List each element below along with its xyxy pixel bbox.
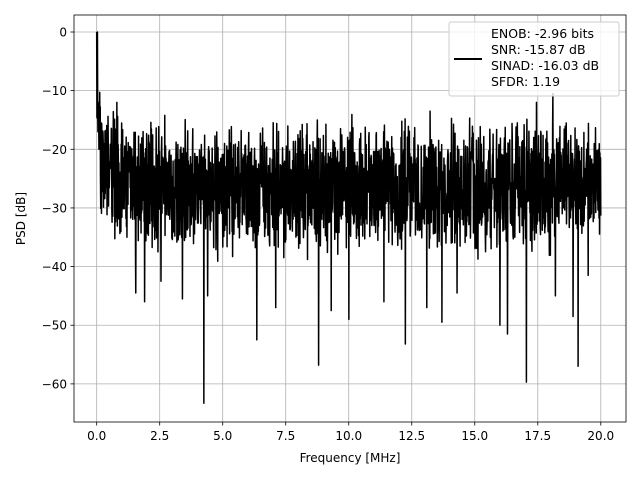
x-tick-label: 15.0 bbox=[461, 429, 488, 443]
x-tick-label: 17.5 bbox=[524, 429, 551, 443]
x-tick-label: 2.5 bbox=[150, 429, 169, 443]
y-tick-label: −50 bbox=[42, 319, 67, 333]
legend-box bbox=[448, 21, 620, 97]
x-tick-label: 10.0 bbox=[335, 429, 362, 443]
psd-series-line bbox=[95, 31, 602, 404]
x-tick-label: 0.0 bbox=[87, 429, 106, 443]
y-tick-label: −30 bbox=[42, 201, 67, 215]
legend-sfdr: SFDR: 1.19 bbox=[491, 74, 560, 89]
y-tick-label: −40 bbox=[42, 260, 67, 274]
legend-enob: ENOB: -2.96 bits bbox=[491, 26, 594, 41]
x-tick-label: 7.5 bbox=[276, 429, 295, 443]
x-axis-label: Frequency [MHz] bbox=[300, 451, 401, 465]
series-layer bbox=[95, 31, 602, 404]
y-axis-ticks: 0 −10 −20 −30 −40 −50 −60 bbox=[42, 26, 74, 391]
legend-sinad: SINAD: -16.03 dB bbox=[491, 58, 599, 73]
y-tick-label: 0 bbox=[59, 26, 67, 40]
legend-snr: SNR: -15.87 dB bbox=[491, 42, 586, 57]
y-axis-label: PSD [dB] bbox=[14, 192, 28, 245]
x-tick-label: 20.0 bbox=[587, 429, 614, 443]
y-tick-label: −10 bbox=[42, 84, 67, 98]
x-axis-ticks: 0.0 2.5 5.0 7.5 10.0 12.5 15.0 17.5 20.0 bbox=[87, 422, 614, 443]
y-tick-label: −20 bbox=[42, 143, 67, 157]
x-tick-label: 12.5 bbox=[398, 429, 425, 443]
y-tick-label: −60 bbox=[42, 377, 67, 391]
x-tick-label: 5.0 bbox=[213, 429, 232, 443]
axes-frame bbox=[73, 14, 627, 423]
legend: ENOB: -2.96 bits SNR: -15.87 dB SINAD: -… bbox=[448, 21, 620, 97]
